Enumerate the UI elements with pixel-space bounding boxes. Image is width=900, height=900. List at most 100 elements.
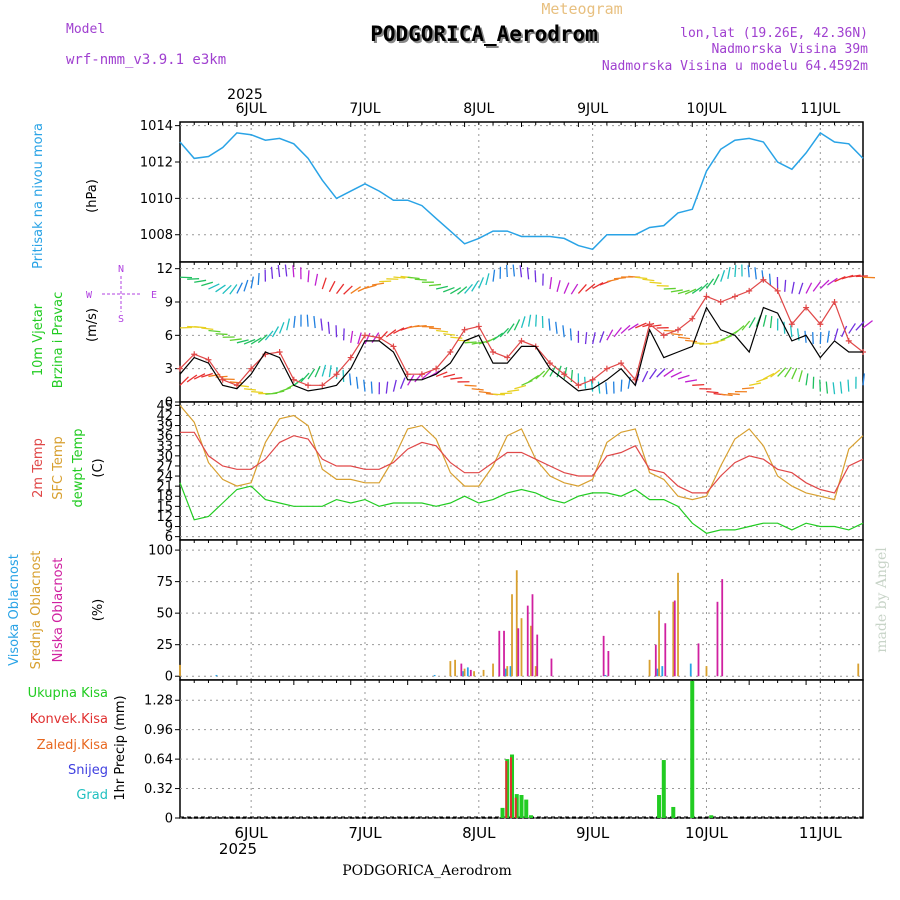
wind-arrow (569, 328, 572, 341)
wind-arrow (825, 381, 829, 394)
wind-arrow (393, 327, 405, 335)
wind-arrow (293, 315, 296, 328)
y-tick-label: 1014 (140, 119, 173, 134)
model-elevation-label: Nadmorska Visina u modelu 64.4592m (602, 59, 868, 74)
temp-side-label-1: 2m Temp (31, 438, 46, 498)
wind-arrow (670, 333, 683, 336)
gust-marker (418, 371, 425, 378)
year-top: 2025 (227, 87, 263, 103)
wind-arrow (342, 369, 345, 382)
gust-marker (248, 365, 255, 372)
wind-arrow (313, 316, 316, 329)
compass-e: E (151, 290, 157, 301)
y-tick-label: 1012 (140, 156, 173, 171)
wind-arrow (492, 332, 504, 341)
wind-arrow (464, 341, 477, 344)
page-title-shadow: PODGORICA_Aerodrom (372, 24, 600, 48)
wind-arrow (314, 365, 321, 378)
wind-arrow (670, 371, 682, 378)
wind-arrow (357, 332, 362, 345)
precip-legend-snijeg: Snijeg (68, 763, 108, 778)
wind-arrow (314, 273, 319, 286)
wind-arrow (257, 272, 260, 286)
wind-arrow (320, 318, 323, 331)
wind-arrow (272, 390, 285, 395)
precip-bar-konvek (514, 797, 517, 818)
gust-marker (717, 299, 724, 305)
elevation-label: Nadmorska Visina 39m (711, 42, 868, 57)
wind-arrow (215, 284, 226, 293)
y-tick-label: 9 (165, 520, 173, 535)
wind-arrow (236, 282, 243, 294)
wind-compass: N S W E (86, 264, 157, 325)
wind-arrow (186, 374, 198, 383)
top-day-label: 7JUL (349, 101, 380, 117)
footer-station: PODGORICA_Aerodrom (342, 863, 512, 879)
wind-arrow (277, 265, 281, 278)
precip-bar-kisa (657, 795, 662, 818)
wind-arrow (222, 284, 232, 295)
wind-arrow (528, 374, 540, 383)
wind-arrow (307, 270, 310, 283)
gust-marker (646, 321, 653, 328)
y-tick-label: 42 (156, 409, 173, 424)
wind-arrow (848, 274, 861, 278)
wind-arrow (670, 289, 683, 293)
precip-legend-kisa: Ukupna Kisa (28, 686, 108, 701)
wind-arrow (257, 334, 268, 344)
wind-arrow (350, 286, 362, 294)
wind-arrow (692, 342, 705, 345)
panel-precipitation: 0 0.32 0.64 0.96 1.28 (144, 679, 864, 827)
wind-arrow (208, 283, 220, 290)
bottom-day-label: 6JUL (234, 824, 268, 842)
wind-arrow (443, 333, 456, 336)
wind-arrow (770, 369, 781, 378)
wind-arrow (435, 285, 448, 290)
wind-arrow (342, 328, 345, 341)
wind-arrow (862, 320, 873, 329)
wind-arrow (606, 329, 614, 341)
wind-arrow (642, 278, 655, 282)
wind-arrow (499, 327, 510, 338)
gust-marker (390, 343, 397, 350)
wind-arrow (663, 287, 676, 290)
wind-arrow (364, 284, 377, 290)
wind-arrow (685, 339, 698, 343)
precip-legend-grad: Grad (76, 788, 108, 803)
wind-arrow (577, 284, 587, 294)
wind-arrow (505, 264, 508, 278)
precip-bar-kisa (690, 680, 695, 818)
wind-arrow (306, 314, 309, 327)
gust-marker (461, 326, 468, 333)
wind-arrow (734, 325, 745, 334)
wind-arrow (208, 329, 221, 333)
compass-w: W (86, 290, 93, 301)
wind-arrow (705, 278, 715, 289)
wind-arrow (407, 276, 420, 280)
gust-marker (191, 351, 198, 358)
model-label: Model (66, 22, 105, 37)
wind-arrow (641, 370, 649, 383)
wind-arrow (791, 367, 798, 380)
wind-arrow (243, 338, 256, 345)
bottom-day-label: 7JUL (348, 824, 382, 842)
wind-arrow (754, 267, 757, 280)
wind-arrow (834, 275, 846, 283)
y-tick-label: 6 (165, 329, 173, 344)
wind-arrow (627, 323, 639, 331)
wind-arrow (485, 273, 490, 286)
bottom-day-label: 10JUL (685, 824, 728, 842)
wind-arrow (832, 382, 836, 395)
wind-arrow (284, 264, 288, 277)
gust-marker (518, 337, 525, 344)
bottom-day-label: 9JUL (576, 824, 610, 842)
gust-marker (746, 287, 753, 294)
wind-arrow (798, 370, 803, 383)
wind-arrow (279, 386, 292, 393)
wind-arrow (727, 266, 731, 279)
wind-arrow (350, 330, 354, 343)
bottom-day-label: 8JUL (462, 824, 496, 842)
wind-arrow (570, 283, 579, 295)
wind-arrow (534, 270, 537, 283)
wind-arrow (321, 277, 327, 290)
